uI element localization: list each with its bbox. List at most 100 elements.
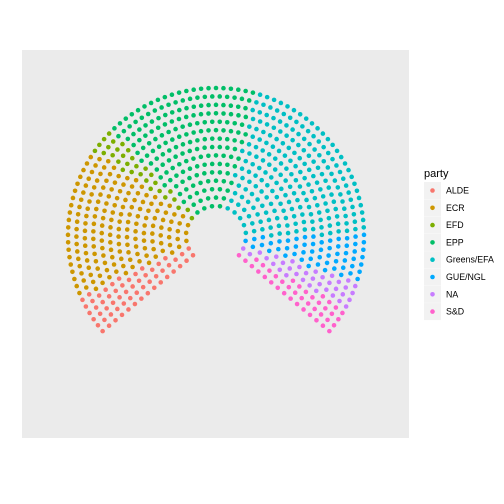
seat-point: [145, 111, 151, 117]
legend-label: S&D: [446, 307, 464, 317]
seat-points: [65, 85, 367, 334]
seat-point: [285, 104, 290, 109]
seat-point: [202, 119, 208, 125]
seat-point: [296, 142, 301, 148]
seat-point: [324, 260, 330, 266]
seat-point: [286, 284, 292, 290]
seat-point: [156, 261, 162, 267]
seat-point: [323, 178, 328, 184]
seat-point: [361, 225, 367, 230]
seat-point: [102, 260, 108, 266]
seat-point: [163, 140, 168, 146]
seat-point: [139, 296, 144, 301]
seat-point: [221, 178, 227, 184]
seat-point: [104, 178, 109, 184]
seat-point: [356, 195, 362, 201]
seat-point: [125, 242, 130, 248]
seat-point: [270, 188, 275, 194]
seat-point: [110, 300, 116, 306]
seat-point: [287, 184, 293, 190]
seat-point: [297, 204, 303, 210]
seat-point: [284, 245, 290, 251]
seat-point: [213, 127, 219, 133]
seat-point: [338, 192, 343, 197]
seat-point: [239, 166, 245, 172]
seat-point: [285, 238, 291, 243]
seat-point: [91, 316, 96, 322]
seat-point: [112, 126, 117, 131]
seat-point: [209, 187, 215, 192]
seat-point: [330, 156, 335, 162]
seat-point: [297, 155, 303, 161]
seat-point: [325, 165, 331, 170]
seat-point: [342, 161, 348, 166]
legend-key-point: [430, 240, 435, 245]
seat-point: [300, 277, 306, 283]
seat-point: [354, 188, 360, 194]
seat-point: [191, 202, 197, 207]
seat-point: [335, 221, 341, 227]
seat-point: [283, 178, 288, 183]
seat-point: [284, 123, 289, 128]
seat-point: [326, 253, 331, 258]
seat-point: [206, 111, 211, 116]
seat-point: [120, 153, 126, 159]
seat-point: [304, 197, 309, 203]
seat-point: [217, 170, 223, 175]
seat-point: [236, 113, 241, 118]
seat-point: [243, 158, 249, 164]
seat-point: [302, 234, 308, 240]
seat-point: [83, 285, 89, 290]
seat-point: [173, 100, 178, 105]
seat-point: [209, 119, 215, 125]
seat-point: [323, 201, 328, 206]
seat-point: [232, 120, 238, 126]
seat-point: [163, 195, 168, 200]
seat-point: [116, 133, 121, 139]
seat-point: [318, 187, 323, 192]
seat-point: [101, 253, 106, 258]
seat-point: [346, 167, 351, 173]
seat-point: [264, 122, 270, 127]
seat-point: [280, 260, 286, 266]
seat-point: [257, 119, 263, 124]
seat-point: [232, 164, 238, 169]
seat-point: [150, 223, 156, 229]
seat-point: [148, 186, 153, 192]
seat-point: [131, 131, 136, 137]
seat-point: [68, 262, 74, 267]
seat-point: [164, 274, 170, 280]
seat-point: [181, 199, 187, 205]
seat-point: [144, 178, 149, 183]
seat-point: [153, 136, 158, 142]
legend-item: Greens/EFA: [424, 251, 494, 269]
seat-point: [243, 258, 248, 264]
seat-point: [153, 254, 159, 259]
seat-point: [302, 161, 307, 167]
seat-point: [326, 299, 332, 305]
seat-point: [287, 266, 293, 271]
seat-point: [326, 215, 332, 221]
seat-point: [65, 240, 71, 245]
seat-point: [162, 183, 167, 188]
seat-point: [278, 201, 283, 207]
seat-point: [281, 111, 287, 117]
seat-point: [350, 290, 355, 296]
seat-point: [250, 90, 256, 95]
seat-point: [77, 290, 82, 296]
seat-point: [151, 246, 156, 252]
seat-point: [80, 297, 85, 303]
seat-point: [84, 258, 90, 263]
seat-point: [260, 234, 266, 240]
seat-point: [100, 215, 106, 221]
seat-point: [75, 212, 81, 217]
legend-item: EFD: [424, 216, 464, 234]
seat-point: [336, 316, 341, 322]
seat-point: [157, 188, 162, 194]
seat-point: [265, 183, 270, 188]
seat-point: [113, 288, 119, 294]
seat-point: [115, 306, 120, 312]
seat-point: [174, 173, 179, 178]
seat-point: [172, 197, 177, 202]
seat-point: [268, 280, 274, 285]
